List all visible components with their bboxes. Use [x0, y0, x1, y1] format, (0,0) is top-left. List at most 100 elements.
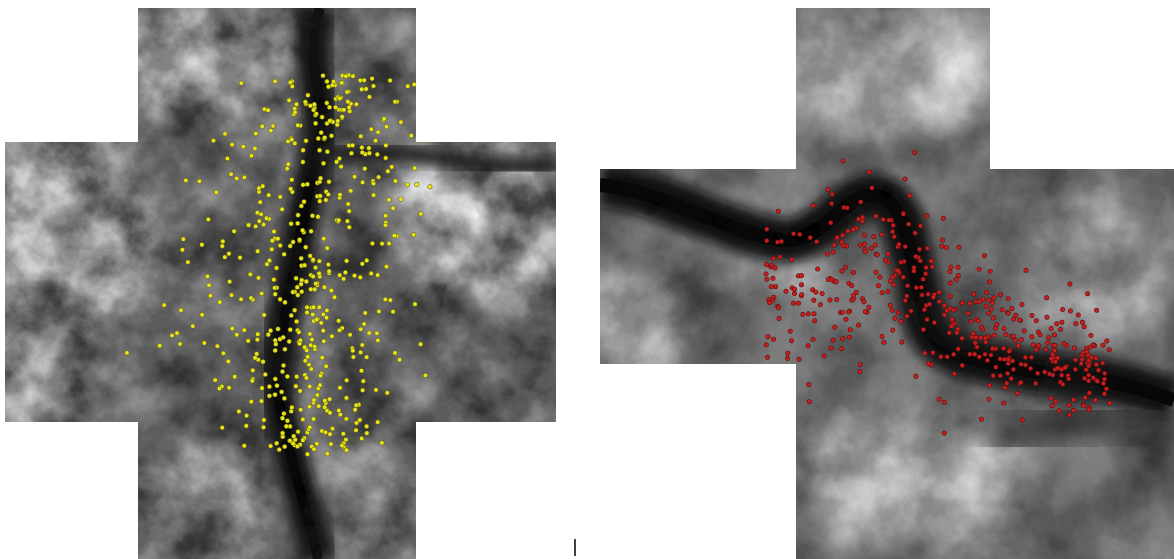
- red-sample-point: [1018, 337, 1024, 343]
- red-sample-point: [841, 205, 847, 211]
- yellow-sample-point: [336, 217, 342, 223]
- yellow-sample-point: [249, 153, 255, 159]
- red-sample-point: [855, 216, 861, 222]
- yellow-sample-point: [248, 399, 254, 405]
- yellow-sample-point: [382, 296, 388, 302]
- red-sample-point: [1003, 331, 1009, 337]
- red-sample-point: [900, 274, 906, 280]
- yellow-sample-point: [314, 441, 320, 447]
- yellow-sample-point: [222, 254, 228, 260]
- red-sample-point: [1075, 312, 1081, 318]
- yellow-sample-point: [379, 241, 385, 247]
- red-sample-point: [806, 382, 812, 388]
- yellow-sample-point: [245, 338, 251, 344]
- yellow-sample-point: [364, 354, 370, 360]
- red-sample-point: [912, 150, 918, 156]
- yellow-sample-point: [286, 97, 292, 103]
- red-sample-point: [812, 318, 818, 324]
- red-sample-point: [1001, 326, 1007, 332]
- red-sample-point: [832, 324, 838, 330]
- yellow-sample-point: [336, 407, 342, 413]
- red-sample-point: [943, 245, 949, 251]
- yellow-sample-point: [370, 181, 376, 187]
- red-sample-point: [1008, 376, 1014, 382]
- yellow-sample-point: [419, 138, 425, 144]
- red-sample-point: [1096, 367, 1102, 373]
- yellow-sample-point: [364, 257, 370, 263]
- red-sample-point: [1078, 361, 1084, 367]
- red-sample-point: [1015, 343, 1021, 349]
- yellow-sample-point: [316, 403, 322, 409]
- red-sample-point: [1009, 358, 1015, 364]
- yellow-sample-point: [294, 443, 300, 449]
- yellow-sample-point: [343, 73, 349, 79]
- red-sample-point: [1087, 344, 1093, 350]
- yellow-sample-point: [361, 321, 367, 327]
- red-sample-point: [946, 330, 952, 336]
- yellow-sample-point: [295, 429, 301, 435]
- red-sample-point: [827, 297, 833, 303]
- red-sample-point: [810, 336, 816, 342]
- red-sample-point: [908, 308, 914, 314]
- yellow-sample-point: [310, 311, 316, 317]
- red-sample-point: [839, 309, 845, 315]
- red-sample-point: [902, 298, 908, 304]
- red-sample-point: [840, 242, 846, 248]
- red-sample-point: [799, 292, 805, 298]
- yellow-sample-point: [325, 84, 331, 90]
- red-sample-point: [1009, 306, 1015, 312]
- yellow-sample-point: [359, 435, 365, 441]
- red-sample-point: [845, 228, 851, 234]
- yellow-sample-point: [313, 120, 319, 126]
- red-sample-point: [956, 244, 962, 250]
- red-sample-point: [940, 215, 946, 221]
- red-sample-point: [806, 399, 812, 405]
- yellow-sample-point: [273, 265, 279, 271]
- yellow-sample-point: [283, 423, 289, 429]
- yellow-sample-point: [272, 78, 278, 84]
- red-sample-point: [1106, 347, 1112, 353]
- yellow-sample-point: [293, 275, 299, 281]
- red-sample-point: [796, 356, 802, 362]
- red-sample-point: [978, 416, 984, 422]
- red-sample-point: [906, 221, 912, 227]
- yellow-sample-point: [368, 270, 374, 276]
- red-sample-point: [924, 316, 930, 322]
- yellow-sample-point: [320, 311, 326, 317]
- red-sample-point: [1048, 325, 1054, 331]
- red-sample-point: [785, 350, 791, 356]
- red-sample-point: [921, 307, 927, 313]
- yellow-sample-point: [321, 236, 327, 242]
- yellow-sample-point: [309, 213, 315, 219]
- yellow-sample-point: [281, 411, 287, 417]
- red-sample-point: [1030, 342, 1036, 348]
- yellow-sample-point: [342, 269, 348, 275]
- yellow-sample-point: [374, 330, 380, 336]
- red-sample-point: [1088, 354, 1094, 360]
- red-sample-point: [951, 371, 957, 377]
- red-sample-point: [891, 234, 897, 240]
- yellow-sample-point: [383, 213, 389, 219]
- yellow-sample-point: [345, 99, 351, 105]
- red-sample-point: [1073, 321, 1079, 327]
- yellow-sample-point: [266, 393, 272, 399]
- red-sample-point: [885, 251, 891, 257]
- yellow-sample-point: [272, 392, 278, 398]
- red-sample-point: [890, 222, 896, 228]
- red-sample-point: [857, 362, 863, 368]
- yellow-sample-point: [295, 212, 301, 218]
- yellow-sample-point: [346, 224, 352, 230]
- red-sample-point: [763, 271, 769, 277]
- yellow-sample-point: [290, 239, 296, 245]
- red-sample-point: [1001, 400, 1007, 406]
- yellow-sample-point: [324, 307, 330, 313]
- yellow-sample-point: [295, 220, 301, 226]
- yellow-sample-point: [344, 377, 350, 383]
- yellow-sample-point: [353, 427, 359, 433]
- yellow-sample-point: [292, 140, 298, 146]
- yellow-sample-point: [219, 425, 225, 431]
- red-sample-point: [959, 362, 965, 368]
- red-sample-point: [1046, 335, 1052, 341]
- yellow-sample-point: [307, 424, 313, 430]
- red-sample-point: [858, 199, 864, 205]
